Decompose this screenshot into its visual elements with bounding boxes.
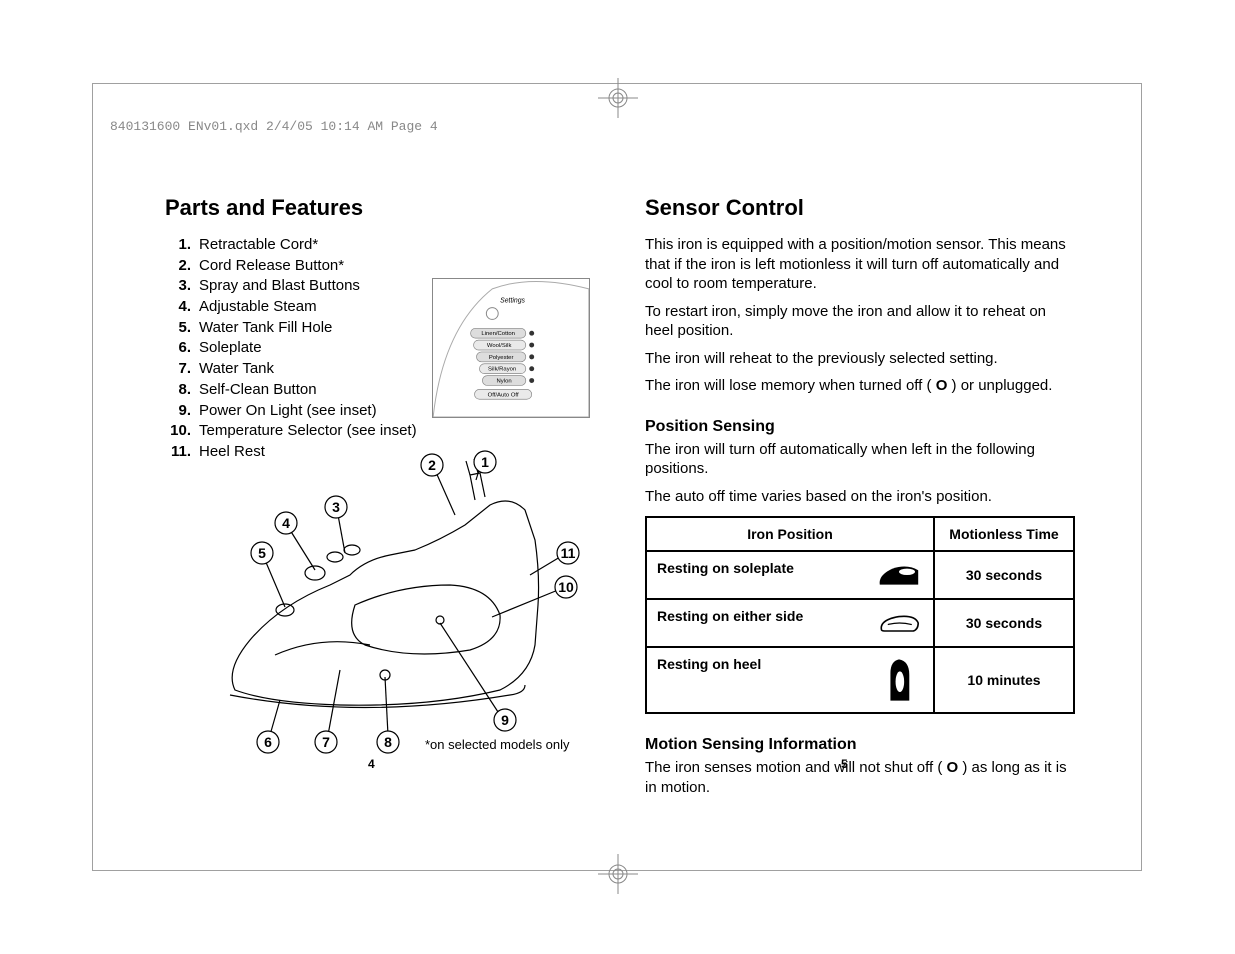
off-symbol: O bbox=[936, 376, 948, 396]
setting-label: Wool/Silk bbox=[487, 343, 512, 349]
position-cell: Resting on either side bbox=[646, 599, 934, 647]
position-paragraph: The iron will turn off automatically whe… bbox=[645, 440, 1075, 479]
motion-sensing-heading: Motion Sensing Information bbox=[645, 736, 1075, 754]
intro-paragraph: The iron will reheat to the previously s… bbox=[645, 349, 1075, 369]
iron-diagram: 1 2 3 4 5 6 7 8 9 10 11 bbox=[180, 445, 600, 765]
setting-label: Silk/Rayon bbox=[488, 367, 516, 373]
inset-illustration: Settings Linen/Cotton Wool/Silk Polyeste… bbox=[433, 279, 589, 417]
item-number: 2. bbox=[165, 256, 191, 277]
time-cell: 10 minutes bbox=[934, 647, 1074, 713]
item-label: Soleplate bbox=[191, 338, 262, 359]
inset-setting-row: Off/Auto Off bbox=[475, 389, 532, 399]
col-motionless-time: Motionless Time bbox=[934, 517, 1074, 551]
item-number: 4. bbox=[165, 297, 191, 318]
crop-mark-bottom bbox=[598, 854, 638, 894]
col-iron-position: Iron Position bbox=[646, 517, 934, 551]
item-label: Retractable Cord* bbox=[191, 235, 318, 256]
right-page: Sensor Control This iron is equipped wit… bbox=[645, 195, 1075, 805]
item-number: 1. bbox=[165, 235, 191, 256]
setting-label: Polyester bbox=[489, 355, 514, 361]
position-sensing-heading: Position Sensing bbox=[645, 418, 1075, 436]
item-label: Spray and Blast Buttons bbox=[191, 276, 360, 297]
position-table: Iron Position Motionless Time Resting on… bbox=[645, 516, 1075, 714]
page-number-left: 4 bbox=[368, 757, 375, 771]
callout-8: 8 bbox=[384, 734, 392, 750]
crop-mark-top bbox=[598, 78, 638, 118]
motion-paragraph: The iron senses motion and will not shut… bbox=[645, 758, 1075, 797]
intro-paragraph-off: The iron will lose memory when turned of… bbox=[645, 376, 1075, 396]
table-row: Resting on either side 30 seconds bbox=[646, 599, 1074, 647]
time-cell: 30 seconds bbox=[934, 551, 1074, 599]
callout-6: 6 bbox=[264, 734, 272, 750]
item-number: 9. bbox=[165, 401, 191, 422]
position-cell: Resting on soleplate bbox=[646, 551, 934, 599]
item-label: Water Tank Fill Hole bbox=[191, 318, 332, 339]
page-number-right: 5 bbox=[841, 757, 848, 771]
file-imprint: 840131600 ENv01.qxd 2/4/05 10:14 AM Page… bbox=[110, 119, 438, 134]
inset-setting-row: Linen/Cotton bbox=[471, 328, 535, 338]
callout-4: 4 bbox=[282, 515, 290, 531]
item-number: 6. bbox=[165, 338, 191, 359]
item-label: Adjustable Steam bbox=[191, 297, 317, 318]
inset-settings-label: Settings bbox=[500, 298, 525, 305]
position-label: Resting on heel bbox=[657, 656, 761, 672]
item-number: 5. bbox=[165, 318, 191, 339]
position-label: Resting on either side bbox=[657, 608, 803, 624]
setting-label: Off/Auto Off bbox=[488, 392, 519, 398]
callout-10: 10 bbox=[558, 579, 574, 595]
callout-11: 11 bbox=[561, 545, 576, 561]
position-paragraph: The auto off time varies based on the ir… bbox=[645, 487, 1075, 507]
callout-9: 9 bbox=[501, 712, 509, 728]
item-number: 8. bbox=[165, 380, 191, 401]
list-item: 2.Cord Release Button* bbox=[165, 256, 595, 277]
item-label: Temperature Selector (see inset) bbox=[191, 421, 417, 442]
table-row: Resting on soleplate 30 seconds bbox=[646, 551, 1074, 599]
list-item: 10.Temperature Selector (see inset) bbox=[165, 421, 595, 442]
table-row: Resting on heel 10 minutes bbox=[646, 647, 1074, 713]
off-symbol: O bbox=[947, 758, 959, 778]
setting-label: Nylon bbox=[497, 379, 512, 385]
iron-side-icon bbox=[875, 608, 923, 638]
sensor-control-heading: Sensor Control bbox=[645, 195, 1075, 221]
iron-soleplate-icon bbox=[875, 560, 923, 590]
callout-7: 7 bbox=[322, 734, 330, 750]
position-label: Resting on soleplate bbox=[657, 560, 794, 576]
parts-features-heading: Parts and Features bbox=[165, 195, 595, 221]
list-item: 1.Retractable Cord* bbox=[165, 235, 595, 256]
intro-paragraph: To restart iron, simply move the iron an… bbox=[645, 302, 1075, 341]
time-cell: 30 seconds bbox=[934, 599, 1074, 647]
callout-1: 1 bbox=[481, 454, 489, 470]
temperature-inset: Settings Linen/Cotton Wool/Silk Polyeste… bbox=[432, 278, 590, 418]
item-label: Cord Release Button* bbox=[191, 256, 344, 277]
text-fragment: The iron will lose memory when turned of… bbox=[645, 377, 936, 394]
item-label: Self-Clean Button bbox=[191, 380, 317, 401]
position-cell: Resting on heel bbox=[646, 647, 934, 713]
item-number: 3. bbox=[165, 276, 191, 297]
text-fragment: The iron senses motion and will not shut… bbox=[645, 759, 947, 776]
item-label: Power On Light (see inset) bbox=[191, 401, 377, 422]
callout-2: 2 bbox=[428, 457, 436, 473]
callout-5: 5 bbox=[258, 545, 266, 561]
setting-label: Linen/Cotton bbox=[481, 331, 515, 337]
item-number: 7. bbox=[165, 359, 191, 380]
table-header-row: Iron Position Motionless Time bbox=[646, 517, 1074, 551]
intro-paragraph: This iron is equipped with a position/mo… bbox=[645, 235, 1075, 294]
item-label: Water Tank bbox=[191, 359, 274, 380]
item-number: 10. bbox=[165, 421, 191, 442]
callout-3: 3 bbox=[332, 499, 340, 515]
footnote-selected-models: *on selected models only bbox=[425, 737, 570, 752]
iron-heel-icon bbox=[875, 656, 923, 704]
text-fragment: ) or unplugged. bbox=[947, 377, 1052, 394]
